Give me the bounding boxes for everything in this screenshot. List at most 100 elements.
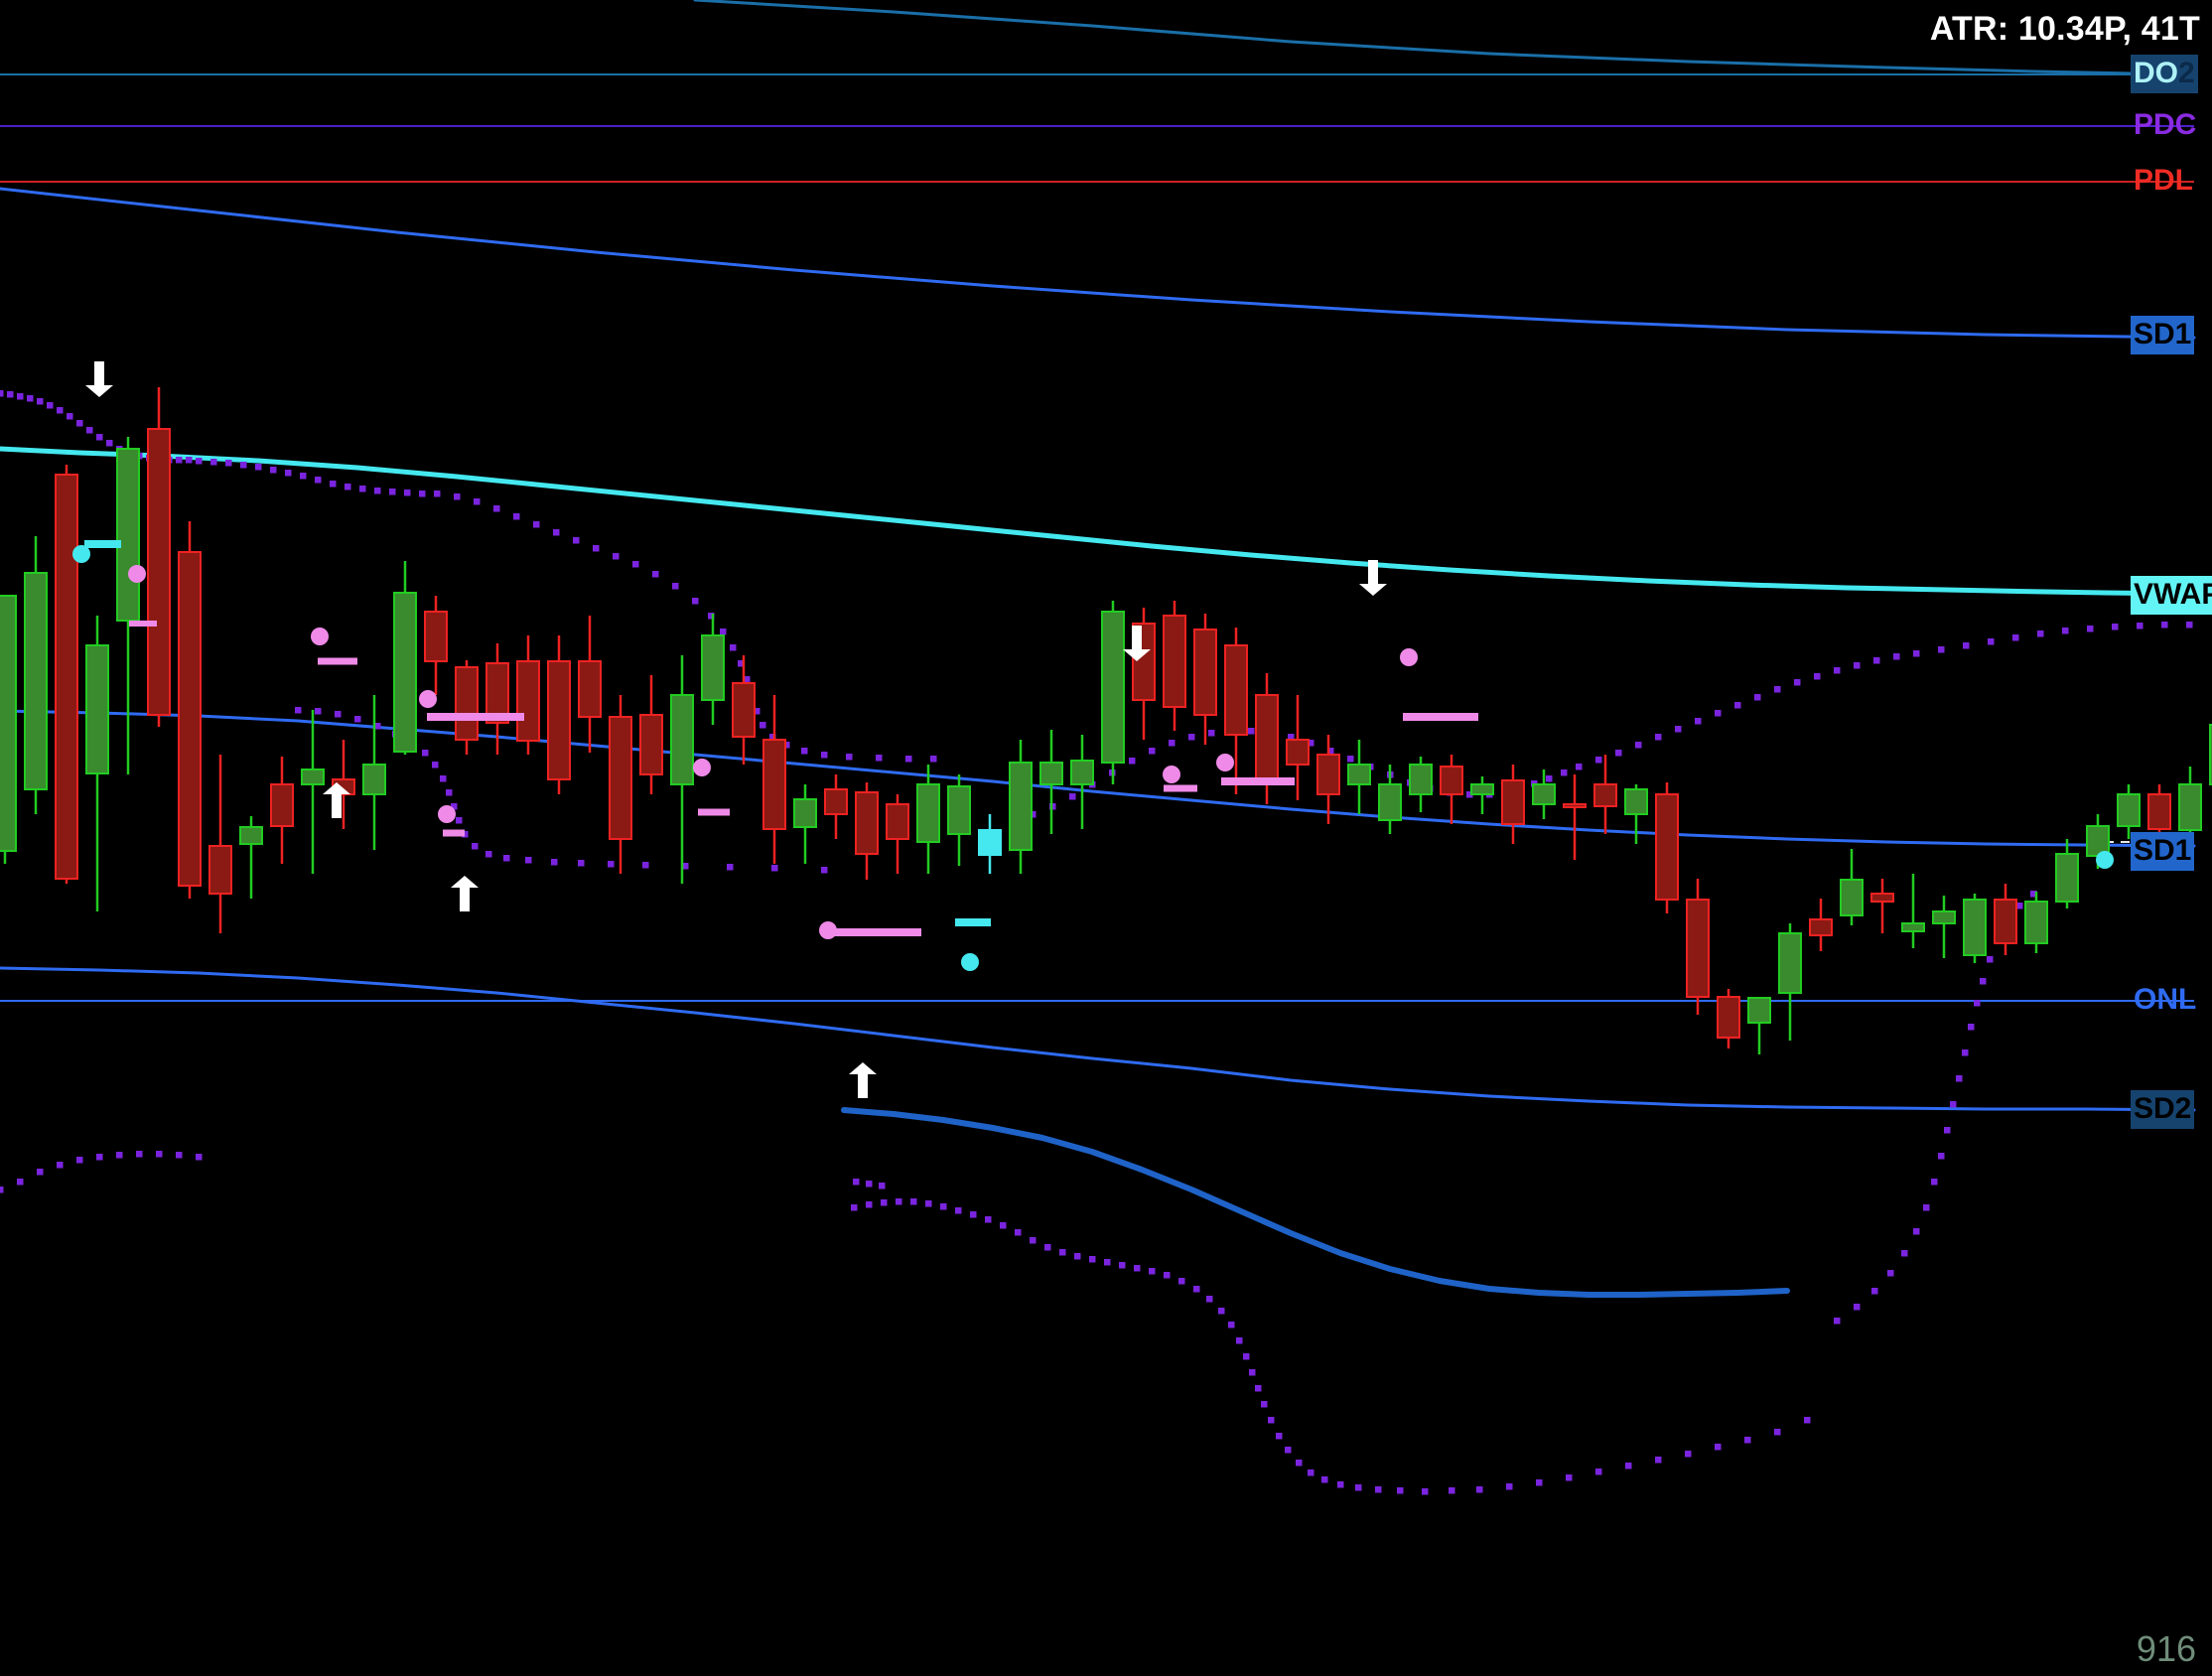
candle-body bbox=[2024, 901, 2048, 944]
marker-dot-cyan bbox=[2096, 851, 2114, 869]
sar-dot bbox=[2087, 626, 2094, 632]
candle bbox=[516, 635, 540, 755]
sar-dot bbox=[315, 708, 322, 715]
sar-dot bbox=[1595, 1468, 1602, 1475]
candle-body bbox=[1624, 788, 1648, 815]
sar-dot bbox=[1675, 726, 1682, 733]
sar-dot bbox=[1476, 1486, 1483, 1493]
sar-dot bbox=[955, 1207, 962, 1214]
sar-dot bbox=[970, 1211, 977, 1218]
candle-body bbox=[85, 644, 109, 774]
sar-dot bbox=[1695, 718, 1702, 725]
signal-arrow-up bbox=[323, 782, 350, 818]
axis-tag-sd1l[interactable]: SD1 bbox=[2131, 832, 2195, 871]
sar-dot bbox=[1074, 1253, 1081, 1260]
sar-dot bbox=[225, 460, 232, 467]
sar-dot bbox=[335, 711, 342, 718]
axis-tag-vwap[interactable]: VWAP bbox=[2131, 576, 2212, 615]
axis-tag-onl[interactable]: ONL bbox=[2131, 981, 2199, 1020]
candle bbox=[701, 614, 725, 725]
sar-dot bbox=[1104, 1259, 1111, 1266]
sar-dot bbox=[47, 402, 54, 409]
candle-body bbox=[239, 826, 263, 845]
axis-tag-label: SD1 bbox=[2134, 318, 2192, 350]
sar-dot bbox=[432, 762, 439, 768]
sar-dot bbox=[315, 477, 322, 484]
candle-body bbox=[793, 798, 817, 828]
axis-tag-do2[interactable]: DO2 bbox=[2131, 55, 2198, 93]
sar-dot bbox=[300, 473, 307, 480]
candle-body bbox=[1655, 793, 1679, 901]
curve-sd2-lower-band bbox=[0, 966, 2196, 1112]
axis-tag-pdl[interactable]: PDL bbox=[2131, 162, 2196, 201]
sar-dot bbox=[1968, 1024, 1975, 1031]
sar-dot bbox=[896, 1198, 902, 1205]
sar-dot bbox=[37, 398, 44, 405]
sar-dot bbox=[1931, 1179, 1938, 1186]
candle bbox=[178, 521, 202, 899]
sar-dot bbox=[2137, 623, 2143, 629]
candle-group[interactable] bbox=[0, 387, 2212, 1054]
sar-dot bbox=[1069, 793, 1076, 800]
sar-dot bbox=[176, 1152, 183, 1159]
sar-dot bbox=[730, 644, 737, 651]
axis-tag-pdc[interactable]: PDC bbox=[2131, 106, 2199, 145]
candle-body bbox=[147, 428, 171, 716]
marker-dot-pink bbox=[819, 921, 837, 939]
candle bbox=[1624, 784, 1648, 844]
sar-dot bbox=[738, 660, 745, 667]
candle bbox=[1378, 765, 1402, 834]
candle-body bbox=[701, 634, 725, 701]
candle-body bbox=[1593, 783, 1617, 807]
candle-body bbox=[1532, 783, 1556, 805]
candle-body bbox=[947, 785, 971, 835]
sar-dot bbox=[1327, 748, 1334, 755]
signal-arrow-up bbox=[451, 876, 479, 911]
sar-dot bbox=[769, 734, 776, 741]
sar-dot bbox=[760, 722, 766, 729]
axis-tag-sd1u[interactable]: SD1 bbox=[2131, 316, 2195, 354]
sar-dot bbox=[821, 752, 828, 759]
candle-body bbox=[1039, 762, 1063, 785]
candle-body bbox=[547, 660, 571, 780]
sar-dot bbox=[1355, 1484, 1362, 1491]
sar-dot bbox=[1873, 657, 1880, 664]
marker-dot-pink bbox=[693, 759, 711, 776]
sar-dot bbox=[1466, 791, 1473, 798]
candle-body bbox=[1101, 611, 1125, 764]
signal-arrow-down bbox=[1123, 626, 1151, 661]
candle bbox=[2209, 724, 2212, 785]
sar-dot bbox=[1854, 662, 1861, 669]
candle-body bbox=[1409, 764, 1433, 795]
sar-dot bbox=[1566, 1474, 1573, 1481]
candle bbox=[855, 782, 879, 880]
candle bbox=[916, 765, 940, 874]
sar-dot bbox=[270, 467, 277, 474]
sar-dot bbox=[1218, 1308, 1225, 1315]
sar-dot bbox=[210, 459, 217, 466]
sar-dot bbox=[692, 598, 699, 605]
sar-dot bbox=[196, 1154, 203, 1161]
sar-dot bbox=[925, 1200, 932, 1207]
sar-dot bbox=[434, 490, 441, 497]
sar-dot bbox=[1193, 1286, 1200, 1293]
sar-dot bbox=[1236, 1337, 1243, 1344]
sar-dot bbox=[1913, 650, 1920, 657]
sar-dot bbox=[851, 1204, 858, 1211]
candle-body bbox=[393, 592, 417, 753]
curve-vwap bbox=[0, 446, 2197, 597]
sar-dot bbox=[17, 1179, 24, 1186]
candle bbox=[1286, 695, 1310, 800]
sar-dot bbox=[940, 1203, 947, 1210]
sar-dot bbox=[985, 1216, 992, 1223]
sar-dot bbox=[1276, 1433, 1283, 1440]
sar-dot bbox=[186, 457, 193, 464]
sar-dot bbox=[905, 756, 912, 763]
candle-body bbox=[1686, 899, 1710, 998]
axis-tag-sd2[interactable]: SD2 bbox=[2131, 1090, 2195, 1129]
sar-dot bbox=[551, 859, 558, 866]
candle-body bbox=[116, 448, 140, 622]
sar-dot bbox=[1149, 1268, 1156, 1275]
sar-dot bbox=[1962, 1049, 1969, 1056]
